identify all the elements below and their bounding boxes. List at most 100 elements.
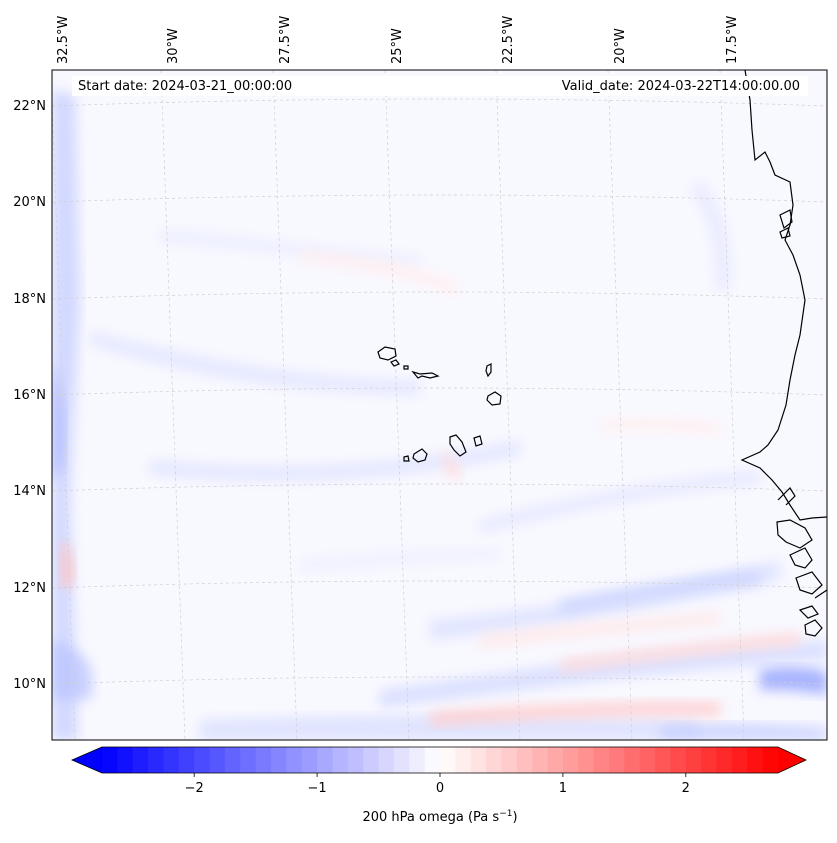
- colorbar-tick-label: 1: [559, 781, 567, 796]
- western-sahara-islets: [779, 209, 793, 239]
- island-santo-antao: [377, 346, 397, 361]
- colorbar-level: [132, 747, 149, 773]
- parallel: [52, 194, 827, 203]
- title-background: [72, 76, 808, 96]
- colorbar-level: [209, 747, 226, 773]
- colorbar-level: [532, 747, 549, 773]
- lat-label: 20°N: [13, 195, 46, 210]
- colorbar-level: [516, 747, 533, 773]
- colorbar-level: [102, 747, 118, 773]
- coastlines: [740, 70, 827, 637]
- lon-label: 17.5°W: [725, 16, 740, 64]
- lon-label: 30°W: [166, 28, 181, 64]
- colorbar-level: [440, 747, 456, 773]
- colorbar-level: [486, 747, 503, 773]
- island-santiago: [449, 434, 467, 457]
- colorbar-level: [424, 747, 441, 773]
- colorbar-tick-label: −1: [308, 781, 327, 796]
- colorbar-level: [639, 747, 656, 773]
- meridian: [607, 70, 633, 740]
- meridian: [384, 70, 410, 740]
- meridian: [719, 70, 745, 740]
- colorbar-level: [455, 747, 472, 773]
- lat-label: 22°N: [13, 99, 46, 114]
- lon-label: 20°W: [613, 28, 628, 64]
- colorbar-level: [148, 747, 165, 773]
- meridian: [52, 88, 76, 740]
- parallel: [52, 483, 827, 492]
- colorbar-level: [224, 747, 241, 773]
- colorbar-min-extend: [72, 747, 102, 773]
- meridian: [272, 70, 298, 740]
- colorbar-tick-label: 2: [682, 781, 690, 796]
- colorbar-label: 200 hPa omega (Pa s−1): [362, 809, 517, 825]
- colorbar-level: [409, 747, 426, 773]
- colorbar-level: [286, 747, 303, 773]
- colorbar-max-extend: [778, 747, 806, 773]
- colorbar-level: [393, 747, 410, 773]
- colorbar-level: [593, 747, 610, 773]
- map-panel: Start date: 2024-03-21_00:00:00 Valid_da…: [51, 69, 828, 741]
- latitude-labels: 22°N 20°N 18°N 16°N 14°N 12°N 10°N: [13, 99, 46, 692]
- lat-label: 10°N: [13, 677, 46, 692]
- colorbar-level: [178, 747, 195, 773]
- colorbar-level: [716, 747, 733, 773]
- lat-label: 14°N: [13, 484, 46, 499]
- parallel: [52, 291, 827, 300]
- colorbar-level: [762, 747, 779, 773]
- parallel: [52, 676, 827, 685]
- island-fogo: [412, 448, 428, 463]
- lon-label: 22.5°W: [501, 16, 516, 64]
- colorbar-level: [747, 747, 764, 773]
- colorbar-tick-label: 0: [436, 781, 444, 796]
- colorbar-level: [301, 747, 318, 773]
- colorbar-level: [363, 747, 380, 773]
- colorbar-level: [347, 747, 364, 773]
- lon-label: 27.5°W: [278, 16, 293, 64]
- lon-label: 25°W: [390, 28, 405, 64]
- omega-field-background: [52, 70, 827, 740]
- colorbar-level: [378, 747, 395, 773]
- island-santa-luzia: [403, 365, 409, 370]
- start-date-label: Start date: 2024-03-21_00:00:00: [78, 79, 292, 94]
- colorbar-level: [271, 747, 287, 773]
- colorbar-level: [163, 747, 180, 773]
- colorbar-level: [501, 747, 518, 773]
- cape-verde-islands: [377, 346, 502, 463]
- colorbar: −2 −1 0 1 2: [70, 746, 807, 796]
- lon-label: 32.5°W: [56, 16, 71, 64]
- colorbar-level: [578, 747, 595, 773]
- africa-coastline: [740, 70, 827, 521]
- parallel: [52, 98, 827, 107]
- colorbar-level: [470, 747, 487, 773]
- colorbar-level: [624, 747, 641, 773]
- senegal-coast-detail: [776, 487, 827, 637]
- colorbar-level: [701, 747, 718, 773]
- map-frame: [51, 69, 828, 741]
- colorbar-level: [117, 747, 134, 773]
- colorbar-level: [670, 747, 687, 773]
- parallel: [52, 387, 827, 396]
- colorbar-level: [317, 747, 334, 773]
- colorbar-level: [731, 747, 748, 773]
- colorbar-level: [685, 747, 702, 773]
- colorbar-level: [255, 747, 272, 773]
- island-sao-vicente: [390, 359, 400, 367]
- valid-date-label: Valid_date: 2024-03-22T14:00:00.00: [562, 79, 800, 94]
- colorbar-level: [547, 747, 564, 773]
- graticule: [52, 70, 827, 740]
- colorbar-level: [562, 747, 579, 773]
- longitude-labels: 32.5°W 30°W 27.5°W 25°W 22.5°W 20°W 17.5°W: [56, 16, 740, 64]
- island-sao-nicolau: [411, 370, 440, 379]
- colorbar-outline: [70, 746, 807, 774]
- meridian: [495, 70, 521, 740]
- colorbar-level: [332, 747, 349, 773]
- lat-label: 16°N: [13, 388, 46, 403]
- colorbar-level: [194, 747, 211, 773]
- colorbar-level: [609, 747, 625, 773]
- island-maio: [473, 435, 483, 447]
- colorbar-level: [240, 747, 257, 773]
- island-brava: [403, 455, 410, 462]
- colorbar-tick-label: −2: [185, 781, 204, 796]
